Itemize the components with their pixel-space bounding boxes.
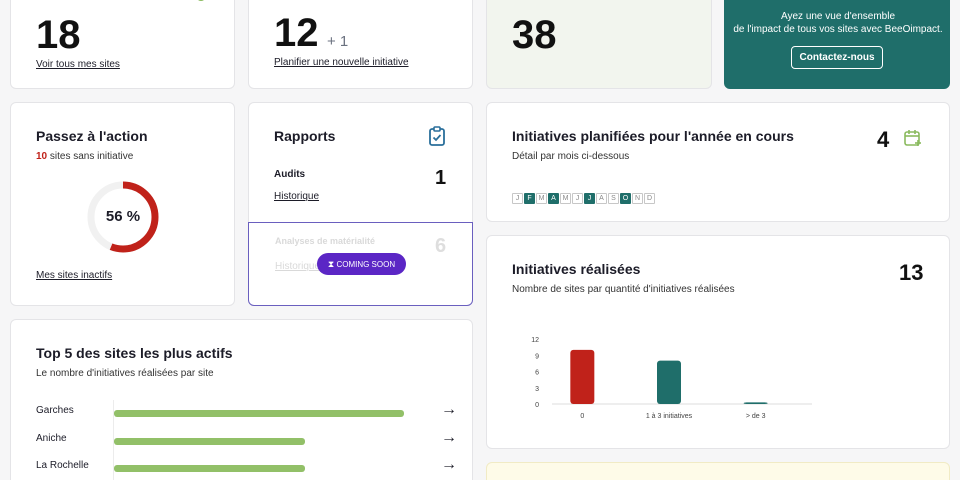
promo-text-2: de l'impact de tous vos sites avec BeeOi… — [733, 24, 943, 35]
materiality-history-link: Historique — [275, 261, 321, 272]
realized-subtitle: Nombre de sites par quantité d'initiativ… — [512, 284, 735, 295]
bar-2 — [743, 402, 768, 404]
action-card: Passez à l'action 10 sites sans initiati… — [10, 102, 235, 306]
realized-title: Initiatives réalisées — [512, 261, 641, 277]
top5-row[interactable]: Aniche → — [11, 429, 471, 453]
view-all-sites-link[interactable]: Voir tous mes sites — [36, 59, 120, 70]
inactive-count: 10 — [36, 151, 48, 162]
top5-bar — [114, 437, 306, 445]
progress-gauge — [87, 181, 159, 253]
top5-bar — [114, 410, 404, 417]
promo-text-1: Ayez une vue d'ensemble — [780, 11, 896, 22]
materiality-section: Analyses de matérialité 6 Historique ⧗ C… — [248, 222, 473, 306]
audits-count: 1 — [435, 167, 447, 189]
initiatives-stat-card: 12 + 1 Planifier une nouvelle initiative — [248, 0, 473, 89]
month-6: J — [584, 193, 595, 204]
realized-count: 13 — [899, 260, 924, 285]
audits-label: Audits — [274, 169, 306, 180]
inactive-text: sites sans initiative — [49, 151, 134, 162]
x-tick-label: 1 à 3 initiatives — [646, 413, 693, 420]
realized-card: Initiatives réalisées Nombre de sites pa… — [486, 235, 950, 449]
top5-row[interactable]: Garches → — [11, 401, 471, 425]
reports-title: Rapports — [274, 128, 336, 144]
plan-initiative-link[interactable]: Planifier une nouvelle initiative — [274, 57, 409, 68]
action-subtitle: 10 sites sans initiative — [36, 151, 133, 162]
audits-history-link[interactable]: Historique — [274, 191, 320, 202]
bar-0 — [570, 349, 595, 404]
top5-row[interactable]: La Rochelle → — [11, 456, 471, 480]
month-2: M — [536, 193, 547, 204]
reports-card: Rapports Audits 1 Historique Analyses de… — [248, 102, 473, 306]
month-9: O — [620, 193, 631, 204]
top5-subtitle: Le nombre d'initiatives réalisées par si… — [36, 368, 214, 379]
x-tick-label: > de 3 — [746, 413, 766, 420]
materiality-count: 6 — [435, 235, 447, 257]
month-3: A — [548, 193, 559, 204]
planned-card: Initiatives planifiées pour l'année en c… — [486, 102, 950, 222]
month-0: J — [512, 193, 523, 204]
y-tick-label: 0 — [535, 402, 539, 409]
y-tick-label: 6 — [535, 370, 539, 377]
planned-subtitle: Détail par mois ci-dessous — [512, 151, 630, 162]
y-tick-label: 12 — [531, 337, 539, 344]
initiatives-delta: + 1 — [326, 33, 349, 50]
top5-site-name: La Rochelle — [36, 460, 89, 471]
arrow-right-icon[interactable]: → — [441, 456, 457, 473]
x-tick-label: 0 — [580, 413, 584, 420]
coming-soon-badge: ⧗ COMING SOON — [317, 253, 406, 275]
sites-count: 18 — [36, 13, 81, 57]
y-tick-label: 3 — [535, 386, 539, 393]
y-tick-label: 9 — [535, 353, 539, 360]
gauge-progress-arc — [87, 181, 159, 253]
top5-title: Top 5 des sites les plus actifs — [36, 345, 233, 361]
arrow-right-icon[interactable]: → — [441, 401, 457, 418]
month-5: J — [572, 193, 583, 204]
action-title: Passez à l'action — [36, 128, 148, 144]
top5-site-name: Garches — [36, 405, 74, 416]
clipboard-check-icon — [429, 126, 445, 146]
third-count: 38 — [512, 13, 557, 57]
month-4: M — [560, 193, 571, 204]
bottom-yellow-card — [486, 462, 950, 480]
planned-count: 4 — [877, 127, 890, 152]
third-stat-card: 38 — [486, 0, 712, 89]
month-10: N — [632, 193, 643, 204]
initiatives-count-wrap: 12 + 1 — [274, 11, 348, 56]
month-8: S — [608, 193, 619, 204]
coming-soon-label: COMING SOON — [336, 260, 396, 269]
realized-bar-chart: 12 9 6 3 0 0 1 à 3 initiatives > de 3 — [531, 337, 812, 420]
contact-button[interactable]: Contactez-nous — [791, 46, 883, 69]
top5-site-name: Aniche — [36, 432, 67, 444]
arrow-right-icon[interactable]: → — [441, 428, 457, 446]
top5-card: Top 5 des sites les plus actifs Le nombr… — [10, 319, 473, 480]
month-11: D — [644, 193, 655, 204]
month-7: A — [596, 193, 607, 204]
hourglass-icon: ⧗ — [327, 259, 335, 269]
initiatives-count: 12 — [274, 11, 319, 55]
gauge-label: 56 % — [105, 208, 141, 225]
planned-title: Initiatives planifiées pour l'année en c… — [512, 128, 794, 144]
materiality-label: Analyses de matérialité — [275, 236, 376, 246]
top5-bar — [114, 465, 306, 472]
bar-1 — [657, 360, 681, 404]
inactive-sites-link[interactable]: Mes sites inactifs — [36, 270, 113, 281]
promo-card: Ayez une vue d'ensemble de l'impact de t… — [724, 0, 950, 89]
sites-stat-card: 18 Voir tous mes sites — [10, 0, 235, 89]
top5-axis-line — [113, 400, 114, 480]
corner-indicator-icon — [196, 0, 206, 1]
calendar-plus-icon — [904, 130, 921, 146]
month-1: F — [524, 193, 535, 204]
